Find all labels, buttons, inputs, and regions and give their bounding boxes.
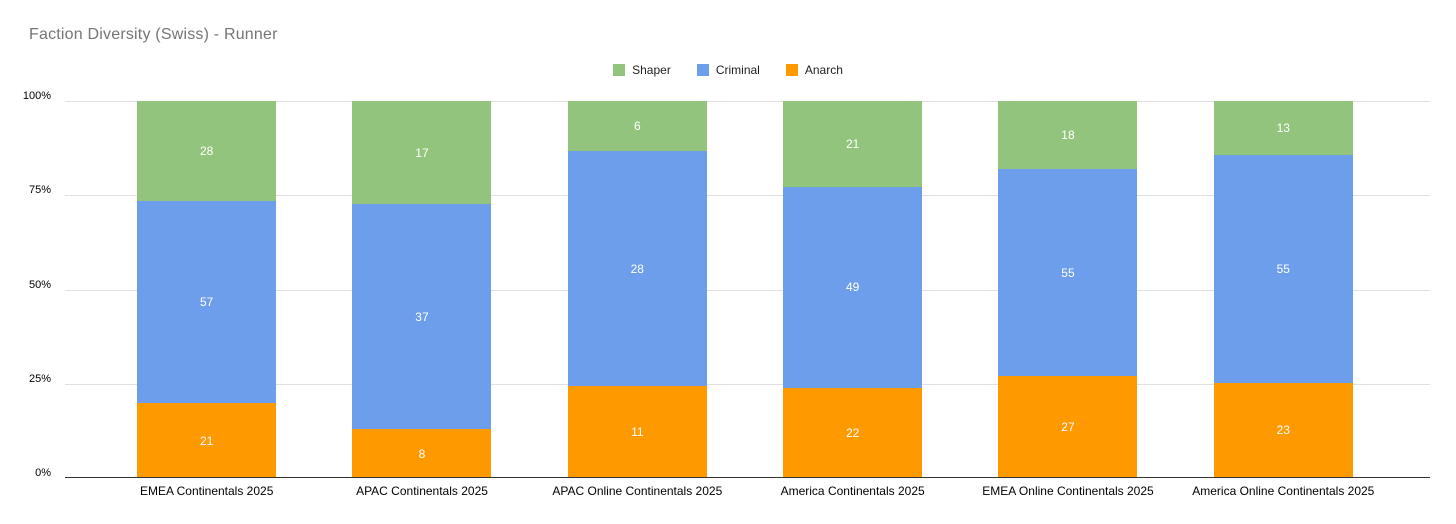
bar-segment-shaper[interactable]: 21 [783, 101, 923, 188]
bar-group-apac-online-continentals-2025: 6 28 11 [530, 101, 745, 478]
bar-america-online-continentals-2025: 13 55 23 [1213, 101, 1353, 478]
plot-area [65, 101, 1430, 478]
bars-container: 28 57 21 17 37 8 6 28 11 21 49 22 18 55 27 13 55 23 [99, 101, 1391, 478]
x-axis-label: EMEA Online Continentals 2025 [982, 484, 1154, 498]
bar-group-apac-continentals-2025: 17 37 8 [314, 101, 529, 478]
legend-label: Anarch [804, 63, 843, 77]
legend-swatch-criminal [696, 64, 709, 76]
bar-group-america-continentals-2025: 21 49 22 [745, 101, 960, 478]
bar-segment-criminal[interactable]: 55 [998, 168, 1138, 377]
bar-segment-shaper[interactable]: 13 [1213, 101, 1353, 155]
bar-segment-shaper[interactable]: 18 [998, 101, 1138, 169]
y-axis-label: 25% [28, 372, 51, 385]
bar-segment-criminal[interactable]: 49 [783, 187, 923, 388]
bar-segment-criminal[interactable]: 37 [352, 204, 492, 430]
x-axis: EMEA Continentals 2025 APAC Continentals … [99, 484, 1391, 498]
value-label: 8 [418, 446, 426, 461]
legend-item-criminal[interactable]: Criminal [696, 63, 760, 77]
bar-emea-continentals-2025: 28 57 21 [137, 101, 277, 478]
x-axis-label: EMEA Continentals 2025 [139, 484, 274, 498]
value-label: 55 [1061, 265, 1075, 280]
bar-apac-online-continentals-2025: 6 28 11 [567, 101, 707, 478]
value-label: 37 [415, 309, 429, 324]
bar-segment-anarch[interactable]: 11 [567, 385, 707, 478]
value-label: 28 [199, 143, 214, 158]
legend-item-shaper[interactable]: Shaper [613, 63, 671, 77]
bar-segment-anarch[interactable]: 27 [998, 376, 1138, 478]
value-label: 21 [199, 433, 214, 448]
value-label: 28 [630, 261, 644, 276]
bar-segment-criminal[interactable]: 55 [1213, 154, 1353, 383]
gridline [65, 195, 1430, 197]
x-axis-label: APAC Continentals 2025 [356, 484, 488, 498]
gridline [65, 383, 1430, 385]
gridline [65, 289, 1430, 291]
value-label: 18 [1061, 127, 1075, 142]
bar-apac-continentals-2025: 17 37 8 [352, 101, 492, 478]
value-label: 57 [199, 294, 214, 309]
bar-group-america-online-continentals-2025: 13 55 23 [1176, 101, 1391, 478]
bar-segment-shaper[interactable]: 17 [352, 101, 492, 205]
legend-swatch-shaper [613, 64, 626, 76]
y-axis-label: 75% [28, 184, 51, 197]
value-label: 55 [1276, 261, 1290, 276]
value-label: 6 [633, 119, 641, 134]
bar-segment-anarch[interactable]: 8 [352, 429, 492, 478]
bar-segment-anarch[interactable]: 21 [137, 403, 277, 478]
bar-emea-online-continentals-2025: 18 55 27 [998, 101, 1138, 478]
x-axis-label: America Continentals 2025 [780, 484, 925, 498]
x-axis-baseline [65, 477, 1430, 478]
value-label: 23 [1276, 423, 1290, 438]
bar-segment-criminal[interactable]: 28 [567, 151, 707, 386]
chart-title: Faction Diversity (Swiss) - Runner [29, 26, 278, 43]
bar-segment-anarch[interactable]: 22 [783, 387, 923, 478]
value-label: 22 [845, 425, 860, 440]
legend: Shaper Criminal Anarch [0, 63, 1456, 77]
legend-label: Criminal [715, 63, 760, 77]
value-label: 21 [845, 137, 860, 152]
y-axis: 0% 25% 50% 75% 100% [0, 90, 57, 479]
legend-label: Shaper [632, 63, 671, 77]
bar-segment-anarch[interactable]: 23 [1213, 382, 1353, 478]
value-label: 13 [1276, 120, 1290, 135]
legend-item-anarch[interactable]: Anarch [785, 63, 843, 77]
bar-group-emea-continentals-2025: 28 57 21 [99, 101, 314, 478]
bar-segment-criminal[interactable]: 57 [137, 200, 277, 404]
value-label: 49 [845, 280, 860, 295]
gridline [65, 101, 1430, 102]
legend-swatch-anarch [785, 64, 798, 76]
bar-segment-shaper[interactable]: 6 [567, 101, 707, 152]
value-label: 11 [631, 424, 644, 439]
y-axis-label: 50% [28, 278, 51, 291]
x-axis-label: APAC Online Continentals 2025 [552, 484, 723, 498]
bar-segment-shaper[interactable]: 28 [137, 101, 277, 201]
bar-group-emea-online-continentals-2025: 18 55 27 [960, 101, 1175, 478]
bar-america-continentals-2025: 21 49 22 [783, 101, 923, 478]
value-label: 17 [415, 145, 429, 160]
value-label: 27 [1061, 420, 1075, 435]
x-axis-label: America Online Continentals 2025 [1192, 484, 1375, 498]
y-axis-label: 0% [35, 467, 51, 479]
y-axis-label: 100% [22, 90, 51, 102]
